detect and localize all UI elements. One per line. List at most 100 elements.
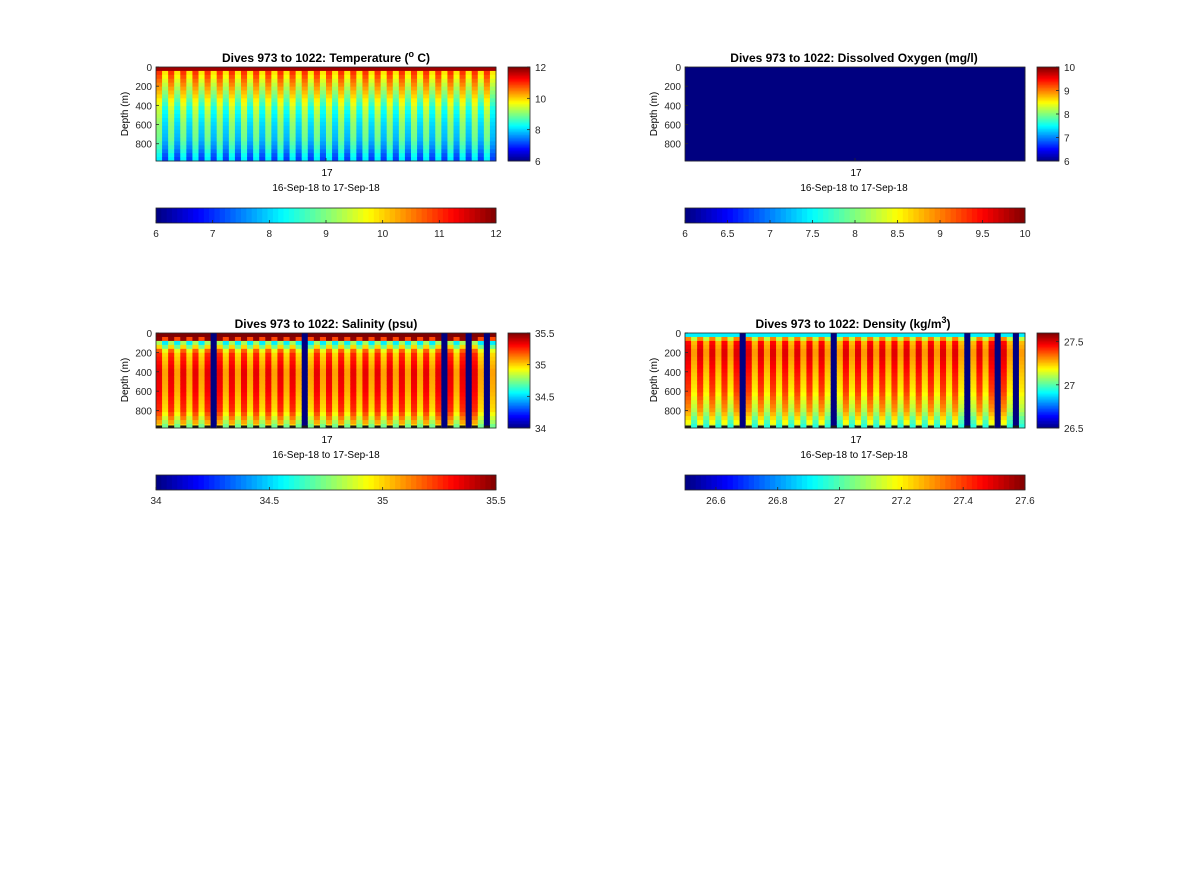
- heatmap-cell: [368, 376, 375, 381]
- heatmap-cell: [471, 125, 479, 131]
- heatmap-cell: [782, 106, 789, 111]
- heatmap-cell: [398, 352, 406, 358]
- colorbar-segment: [1037, 130, 1059, 133]
- heatmap-cell: [404, 67, 412, 72]
- heatmap-cell: [204, 404, 212, 409]
- heatmap-cell: [982, 70, 989, 76]
- heatmap-cell: [222, 117, 230, 123]
- heatmap-cell: [685, 141, 692, 146]
- heatmap-cell: [362, 408, 369, 413]
- heatmap-cell: [976, 78, 983, 84]
- heatmap-cell: [234, 396, 242, 401]
- heatmap-cell: [417, 133, 424, 138]
- heatmap-cell: [368, 388, 375, 393]
- colorbar-segment: [1037, 140, 1059, 143]
- heatmap-cell: [757, 333, 765, 338]
- heatmap-cell: [770, 336, 777, 342]
- heatmap-cell: [356, 106, 363, 111]
- heatmap-cell: [204, 392, 212, 397]
- heatmap-cell: [988, 117, 996, 123]
- colorbar-segment: [508, 93, 530, 96]
- heatmap-cell: [283, 110, 290, 115]
- heatmap-cell: [192, 94, 199, 99]
- heatmap-cell: [222, 412, 230, 417]
- heatmap-cell: [216, 102, 224, 107]
- heatmap-cell: [247, 384, 254, 389]
- colorbar-segment: [508, 423, 530, 426]
- heatmap-cell: [782, 388, 789, 393]
- heatmap-cell: [836, 114, 844, 119]
- heatmap-cell: [861, 141, 868, 146]
- heatmap-cell: [709, 82, 716, 87]
- heatmap-cell: [350, 117, 357, 123]
- heatmap-cell: [174, 141, 181, 146]
- heatmap-cell: [222, 153, 230, 158]
- heatmap-cell: [253, 117, 260, 123]
- heatmap-cell: [174, 372, 181, 377]
- heatmap-cell: [411, 78, 418, 84]
- heatmap-cell: [277, 117, 284, 123]
- heatmap-cell: [162, 114, 169, 119]
- colorbar-segment: [508, 118, 530, 121]
- heatmap-cell: [897, 157, 904, 162]
- heatmap-cell: [398, 153, 406, 158]
- heatmap-cell: [453, 420, 460, 425]
- heatmap-cell: [751, 141, 759, 146]
- heatmap-cell: [685, 336, 692, 342]
- heatmap-cell: [842, 141, 850, 146]
- heatmap-cell: [228, 125, 236, 131]
- heatmap-cell: [429, 356, 436, 362]
- heatmap-cell: [776, 396, 783, 401]
- heatmap-cell: [727, 78, 734, 84]
- bottom-marker: [313, 425, 320, 428]
- heatmap-cell: [301, 396, 309, 401]
- heatmap-cell: [417, 110, 424, 115]
- heatmap-cell: [721, 360, 728, 366]
- y-tick-label: 400: [135, 368, 152, 379]
- heatmap-cell: [156, 376, 163, 381]
- heatmap-cell: [234, 364, 242, 370]
- heatmap-cell: [222, 133, 230, 138]
- heatmap-cell: [447, 78, 454, 84]
- heatmap-cell: [356, 384, 363, 389]
- heatmap-cell: [162, 384, 169, 389]
- heatmap-cell: [818, 94, 826, 99]
- heatmap-cell: [198, 348, 205, 354]
- heatmap-cell: [271, 412, 278, 417]
- heatmap-cell: [301, 380, 309, 385]
- heatmap-cell: [940, 82, 947, 87]
- heatmap-cell: [459, 400, 467, 405]
- heatmap-cell: [368, 82, 375, 87]
- heatmap-cell: [751, 125, 759, 131]
- heatmap-cell: [794, 117, 801, 123]
- heatmap-cell: [344, 133, 351, 138]
- heatmap-cell: [192, 336, 199, 342]
- heatmap-cell: [307, 157, 315, 162]
- heatmap-cell: [685, 356, 692, 362]
- heatmap-cell: [350, 137, 357, 142]
- heatmap-cell: [326, 157, 333, 162]
- heatmap-cell: [721, 368, 728, 373]
- heatmap-cell: [404, 153, 412, 158]
- heatmap-cell: [703, 380, 710, 385]
- heatmap-cell: [721, 74, 728, 80]
- colorbar-segment: [469, 208, 476, 223]
- colorbar-segment: [508, 115, 530, 118]
- heatmap-cell: [970, 133, 977, 138]
- heatmap-cell: [338, 106, 345, 111]
- heatmap-cell: [970, 82, 977, 87]
- heatmap-cell: [757, 380, 765, 385]
- heatmap-cell: [733, 86, 741, 91]
- colorbar-segment: [485, 208, 492, 223]
- heatmap-cell: [447, 137, 454, 142]
- heatmap-cell: [210, 110, 218, 115]
- heatmap-cell: [162, 153, 169, 158]
- heatmap-cell: [423, 360, 430, 366]
- heatmap-cell: [715, 364, 722, 370]
- colorbar-segment: [1037, 80, 1059, 83]
- heatmap-cell: [216, 90, 224, 95]
- heatmap-cell: [727, 102, 734, 107]
- colorbar-segment: [448, 475, 454, 490]
- heatmap-cell: [970, 153, 977, 158]
- heatmap-cell: [289, 133, 297, 138]
